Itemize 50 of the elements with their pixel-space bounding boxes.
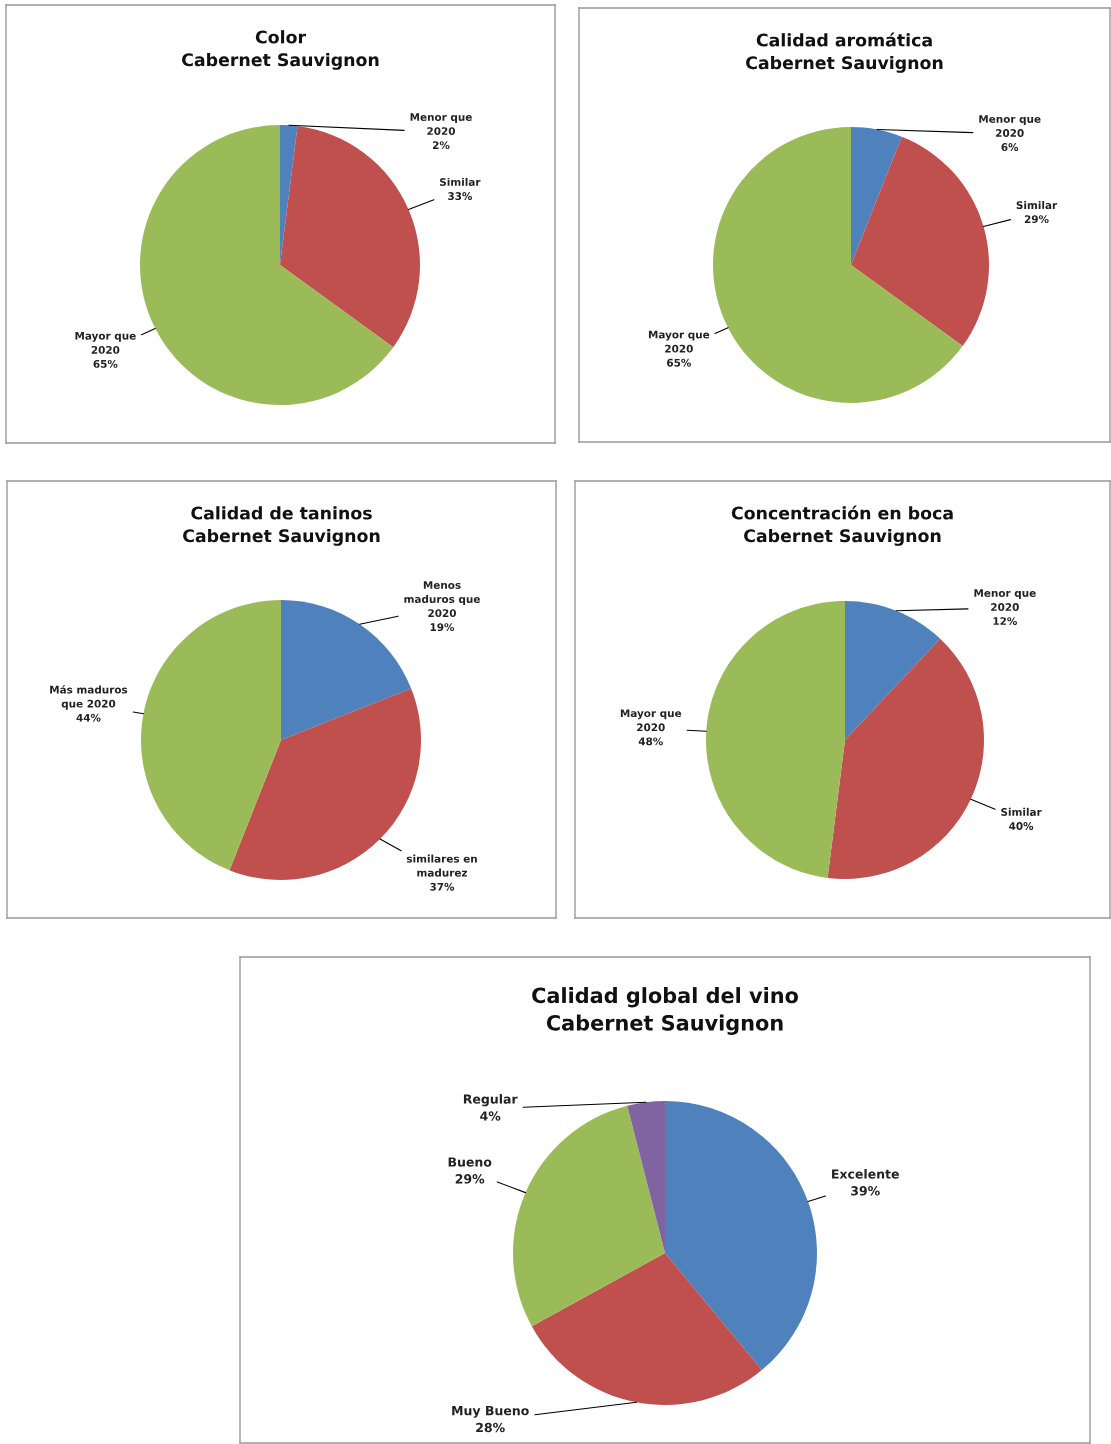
data-label: 44% bbox=[76, 713, 101, 722]
slice-label: Similar bbox=[1016, 200, 1058, 210]
pie-slice bbox=[713, 127, 963, 403]
data-label: 4% bbox=[480, 1111, 501, 1121]
data-label: 2% bbox=[432, 141, 450, 150]
pie-slice bbox=[513, 1105, 665, 1327]
pie-slice bbox=[851, 127, 902, 265]
data-label: 19% bbox=[430, 623, 455, 632]
pie-slice bbox=[845, 601, 941, 740]
slice-label: Menor que 2020 bbox=[979, 115, 1041, 137]
data-label: 65% bbox=[93, 359, 118, 368]
slice-label: Mayor que 2020 bbox=[75, 331, 136, 354]
slice-label: Mayor que 2020 bbox=[620, 709, 682, 732]
pie-slice bbox=[827, 638, 984, 879]
data-label: 33% bbox=[448, 192, 473, 200]
data-label: 29% bbox=[455, 1174, 485, 1184]
pie-slice bbox=[140, 125, 394, 405]
data-label: 65% bbox=[667, 358, 691, 367]
data-label: 48% bbox=[638, 737, 663, 746]
chart-title: Concentración en boca Cabernet Sauvignon bbox=[731, 505, 953, 546]
data-label: 39% bbox=[851, 1186, 880, 1196]
data-label: 29% bbox=[1024, 215, 1049, 224]
slice-label: Similar bbox=[1001, 807, 1042, 816]
slice-label: Menor que 2020 bbox=[974, 589, 1036, 611]
pie-slice bbox=[706, 601, 845, 878]
pie-slice bbox=[851, 136, 989, 347]
slice-label: Menos maduros que 2020 bbox=[404, 581, 480, 618]
slice-label: Mayor que 2020 bbox=[648, 330, 710, 353]
slice-label: Regular bbox=[463, 1094, 518, 1107]
slice-label: Similar bbox=[440, 177, 481, 186]
slice-label: Menor que 2020 bbox=[410, 113, 472, 136]
data-label: 12% bbox=[993, 617, 1017, 626]
data-label: 28% bbox=[476, 1422, 505, 1433]
data-label: 6% bbox=[1001, 143, 1019, 151]
chart-title: Calidad aromática Cabernet Sauvignon bbox=[746, 32, 943, 73]
slice-label: Muy Bueno bbox=[452, 1406, 529, 1418]
pie-slice bbox=[531, 1253, 762, 1405]
data-label: 37% bbox=[430, 882, 455, 891]
chart-title: Calidad de taninos Cabernet Sauvignon bbox=[183, 506, 380, 546]
slice-label: Más maduros que 2020 bbox=[50, 685, 128, 710]
pie-slice bbox=[141, 600, 281, 871]
chart-title: Calidad global del vino Cabernet Sauvignon bbox=[532, 987, 798, 1035]
pie-slice bbox=[627, 1101, 665, 1253]
slice-label: similares en madurez bbox=[406, 854, 477, 877]
slice-label: Bueno bbox=[448, 1157, 492, 1167]
data-label: 40% bbox=[1009, 822, 1034, 830]
pie-slice bbox=[665, 1101, 817, 1371]
slice-label: Excelente bbox=[832, 1169, 899, 1179]
pie-slice bbox=[280, 126, 420, 348]
chart-title: Color Cabernet Sauvignon bbox=[182, 30, 379, 70]
